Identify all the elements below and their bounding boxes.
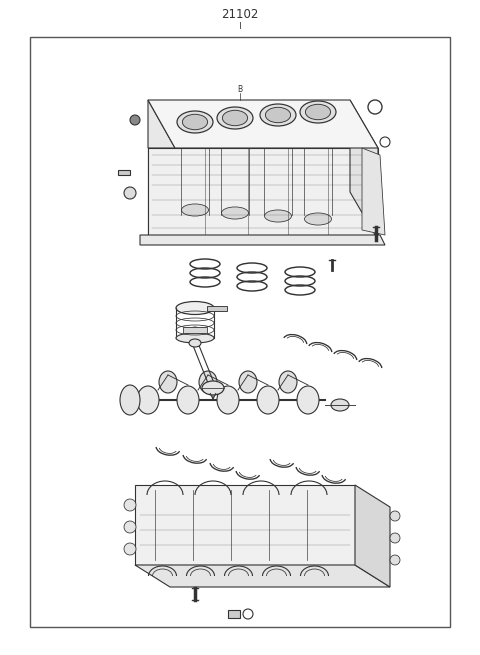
- Ellipse shape: [189, 339, 201, 347]
- Ellipse shape: [297, 386, 319, 414]
- Ellipse shape: [221, 207, 249, 219]
- Polygon shape: [135, 565, 390, 587]
- Polygon shape: [355, 485, 390, 587]
- Ellipse shape: [181, 204, 208, 216]
- Polygon shape: [135, 485, 355, 565]
- Bar: [207, 306, 227, 311]
- Ellipse shape: [199, 371, 217, 393]
- Ellipse shape: [177, 386, 199, 414]
- Circle shape: [124, 187, 136, 199]
- Ellipse shape: [217, 107, 253, 129]
- Ellipse shape: [190, 327, 200, 333]
- Ellipse shape: [159, 371, 177, 393]
- Ellipse shape: [177, 111, 213, 133]
- Ellipse shape: [176, 333, 214, 343]
- Ellipse shape: [331, 399, 349, 411]
- Circle shape: [390, 555, 400, 565]
- Polygon shape: [362, 148, 385, 235]
- Ellipse shape: [264, 210, 291, 222]
- Ellipse shape: [202, 381, 224, 395]
- Circle shape: [390, 533, 400, 543]
- Polygon shape: [148, 100, 378, 148]
- Polygon shape: [350, 100, 378, 240]
- Bar: [228, 610, 240, 618]
- Circle shape: [124, 543, 136, 555]
- Text: B: B: [238, 86, 242, 94]
- Polygon shape: [148, 148, 175, 240]
- Ellipse shape: [305, 104, 331, 120]
- Ellipse shape: [265, 107, 290, 122]
- Bar: [30, 37, 450, 627]
- Ellipse shape: [300, 101, 336, 123]
- Ellipse shape: [222, 110, 248, 126]
- Circle shape: [124, 499, 136, 511]
- Ellipse shape: [260, 104, 296, 126]
- Bar: [118, 170, 130, 175]
- Circle shape: [130, 115, 140, 125]
- Ellipse shape: [176, 301, 214, 314]
- Polygon shape: [148, 100, 175, 148]
- Ellipse shape: [217, 386, 239, 414]
- Ellipse shape: [137, 386, 159, 414]
- Bar: [183, 327, 207, 333]
- Ellipse shape: [279, 371, 297, 393]
- Ellipse shape: [304, 213, 332, 225]
- Ellipse shape: [182, 115, 207, 130]
- Ellipse shape: [239, 371, 257, 393]
- Ellipse shape: [257, 386, 279, 414]
- Circle shape: [124, 521, 136, 533]
- Circle shape: [390, 511, 400, 521]
- Polygon shape: [140, 235, 385, 245]
- Text: 21102: 21102: [221, 9, 259, 22]
- Ellipse shape: [120, 385, 140, 415]
- Polygon shape: [148, 148, 378, 240]
